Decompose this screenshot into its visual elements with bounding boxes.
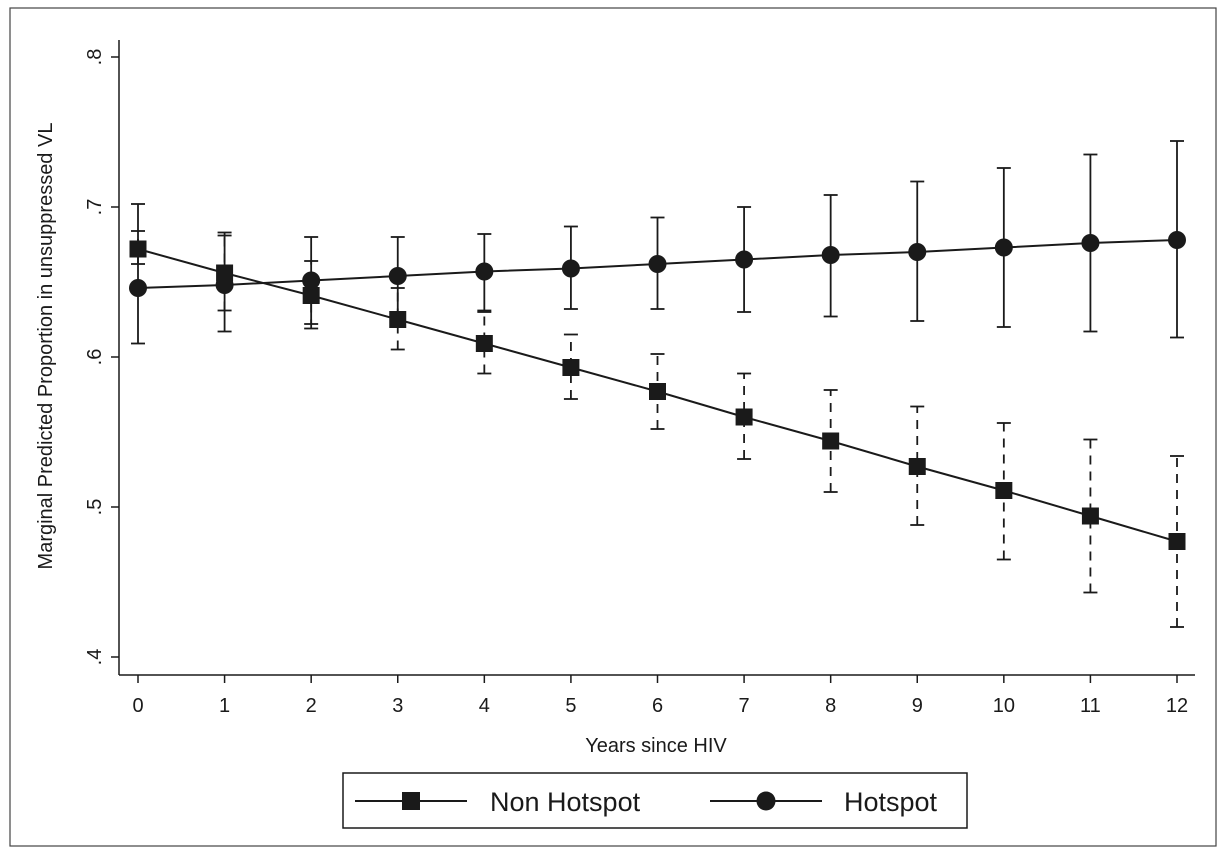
- point-hotspot-8: [821, 246, 840, 264]
- point-hotspot-3: [388, 267, 407, 285]
- point-non-hotspot-7: [735, 408, 753, 426]
- y-tick-label-4: .8: [84, 49, 106, 66]
- point-hotspot-9: [908, 243, 927, 261]
- legend-label-hotspot: Hotspot: [844, 787, 938, 817]
- point-non-hotspot-9: [908, 458, 926, 475]
- x-axis-title: Years since HIV: [585, 735, 727, 757]
- outer-border: [9, 7, 1217, 847]
- error-bar-non-hotspot-9: [910, 405, 925, 526]
- point-non-hotspot-12: [1168, 533, 1186, 550]
- y-tick-label-0: .4: [84, 649, 106, 666]
- point-non-hotspot-3: [389, 311, 407, 328]
- x-tick-label-7: 7: [739, 695, 750, 717]
- x-tick-label-12: 12: [1166, 695, 1188, 717]
- x-ticks: 0 1 2 3 4 5 6 7 8 9 10 11 12: [132, 675, 1188, 717]
- point-hotspot-11: [1081, 234, 1100, 252]
- x-tick-label-9: 9: [912, 695, 923, 717]
- point-hotspot-10: [994, 238, 1013, 257]
- y-tick-label-2: .6: [84, 349, 106, 366]
- x-tick-label-0: 0: [132, 695, 143, 717]
- point-hotspot-12: [1168, 231, 1186, 249]
- error-bar-non-hotspot-11: [1083, 438, 1098, 594]
- point-non-hotspot-6: [649, 383, 666, 400]
- x-tick-label-8: 8: [825, 695, 836, 717]
- legend-label-non-hotspot: Non Hotspot: [490, 787, 641, 817]
- point-hotspot-2: [302, 271, 321, 290]
- legend-marker-square: [402, 792, 420, 810]
- point-non-hotspot-11: [1081, 507, 1099, 525]
- x-tick-label-1: 1: [219, 695, 230, 717]
- x-tick-label-5: 5: [565, 695, 576, 717]
- x-tick-label-4: 4: [479, 695, 490, 717]
- error-bar-non-hotspot-4: [477, 311, 492, 375]
- x-tick-label-2: 2: [306, 695, 317, 717]
- point-non-hotspot-10: [995, 482, 1013, 499]
- series-hotspot: [129, 140, 1186, 345]
- legend: Non Hotspot Hotspot: [342, 772, 968, 829]
- error-bar-hotspot-0: [131, 203, 145, 345]
- x-tick-label-10: 10: [993, 695, 1015, 717]
- x-tick-label-6: 6: [652, 695, 663, 717]
- point-hotspot-7: [735, 250, 754, 269]
- plot-area: [129, 140, 1186, 628]
- point-hotspot-1: [215, 276, 234, 294]
- point-hotspot-4: [475, 262, 494, 281]
- y-tick-label-3: .7: [84, 199, 106, 216]
- point-hotspot-0: [129, 279, 147, 297]
- point-non-hotspot-8: [822, 432, 840, 450]
- point-non-hotspot-5: [562, 359, 580, 376]
- y-tick-label-1: .5: [84, 499, 106, 516]
- error-bar-non-hotspot-7: [737, 372, 752, 460]
- legend-marker-circle: [756, 791, 776, 811]
- x-tick-label-11: 11: [1080, 695, 1101, 717]
- x-tick-label-3: 3: [392, 695, 403, 717]
- y-ticks: .4 .5 .6 .7 .8: [84, 49, 119, 666]
- point-non-hotspot-4: [475, 335, 493, 352]
- point-hotspot-5: [561, 259, 580, 278]
- y-axis-title: Marginal Predicted Proportion in unsuppr…: [35, 123, 57, 570]
- point-hotspot-6: [648, 255, 667, 273]
